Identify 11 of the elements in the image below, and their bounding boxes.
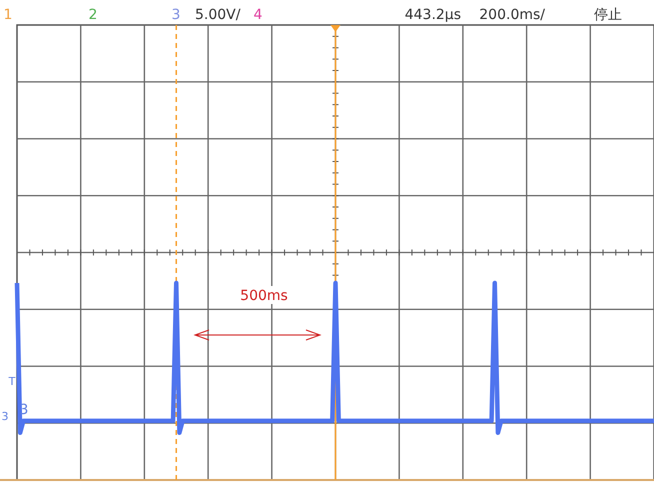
text: 2 bbox=[88, 7, 98, 23]
text: 3 bbox=[2, 410, 8, 423]
text: 停止 bbox=[594, 7, 622, 23]
annotation: 500ms bbox=[240, 288, 288, 304]
text: 443.2µs bbox=[404, 7, 461, 23]
text: 3 bbox=[172, 7, 180, 23]
text: 4 bbox=[254, 7, 263, 23]
text: 5.00V/ bbox=[195, 7, 241, 23]
text: 200.0ms/ bbox=[479, 7, 546, 23]
text: 1 bbox=[4, 7, 12, 23]
text: T bbox=[8, 375, 16, 388]
